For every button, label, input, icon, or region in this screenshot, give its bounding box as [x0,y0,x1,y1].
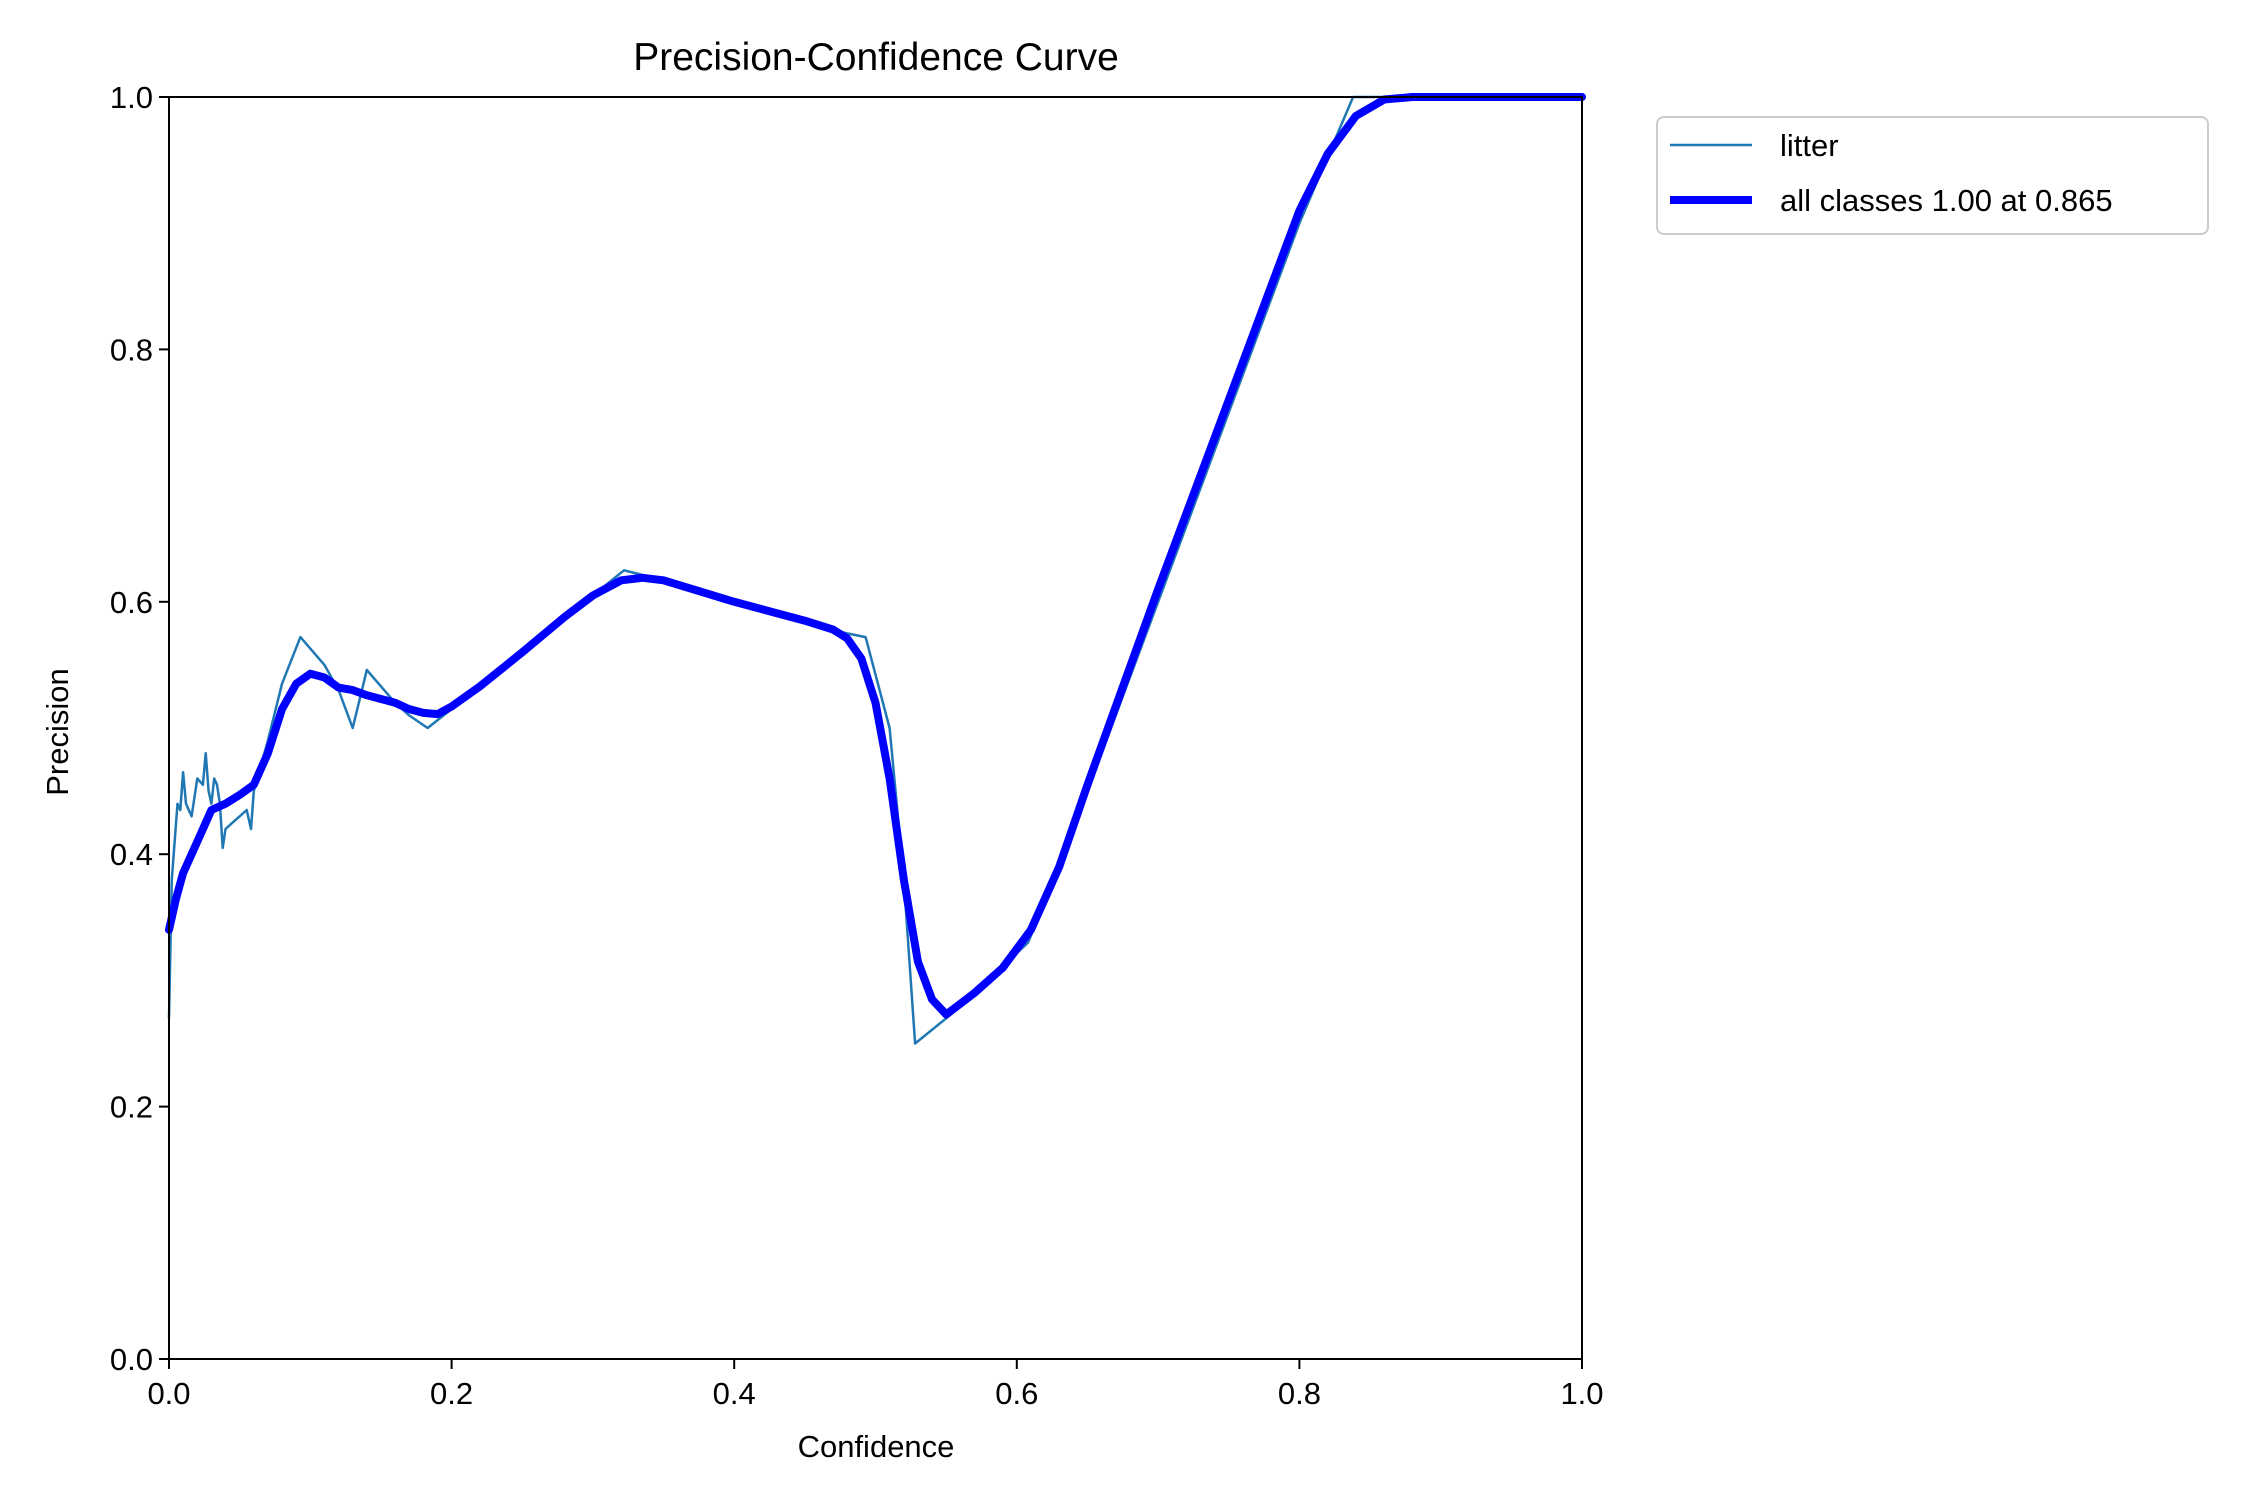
y-tick-label: 0.0 [110,1342,153,1377]
x-tick-label: 0.4 [713,1376,756,1411]
x-axis-label: Confidence [798,1429,955,1464]
plot-series [165,93,1586,1045]
y-tick-label: 0.2 [110,1090,153,1125]
x-tick-label: 0.8 [1278,1376,1321,1411]
y-tick-label: 0.4 [110,837,153,872]
x-tick-label: 0.0 [147,1376,190,1411]
y-tick-label: 0.8 [110,332,153,367]
plot-frame [168,96,1583,1360]
series-line-all-classes [165,93,1586,1019]
y-tick-label: 0.6 [110,585,153,620]
legend-label-all-classes: all classes 1.00 at 0.865 [1780,183,2113,218]
chart-title: Precision-Confidence Curve [633,36,1119,79]
y-axis-ticks: 0.0 0.2 0.4 0.6 0.8 1.0 [110,80,169,1377]
x-axis-ticks: 0.0 0.2 0.4 0.6 0.8 1.0 [147,1359,1604,1411]
series-line-litter [167,95,1584,1045]
x-tick-label: 0.6 [995,1376,1038,1411]
x-tick-label: 0.2 [430,1376,473,1411]
legend: litter all classes 1.00 at 0.865 [1656,116,2209,235]
y-tick-label: 1.0 [110,80,153,115]
legend-box [1656,116,2209,235]
y-axis-label: Precision [40,668,75,796]
x-tick-label: 1.0 [1560,1376,1603,1411]
legend-label-litter: litter [1780,128,1839,163]
